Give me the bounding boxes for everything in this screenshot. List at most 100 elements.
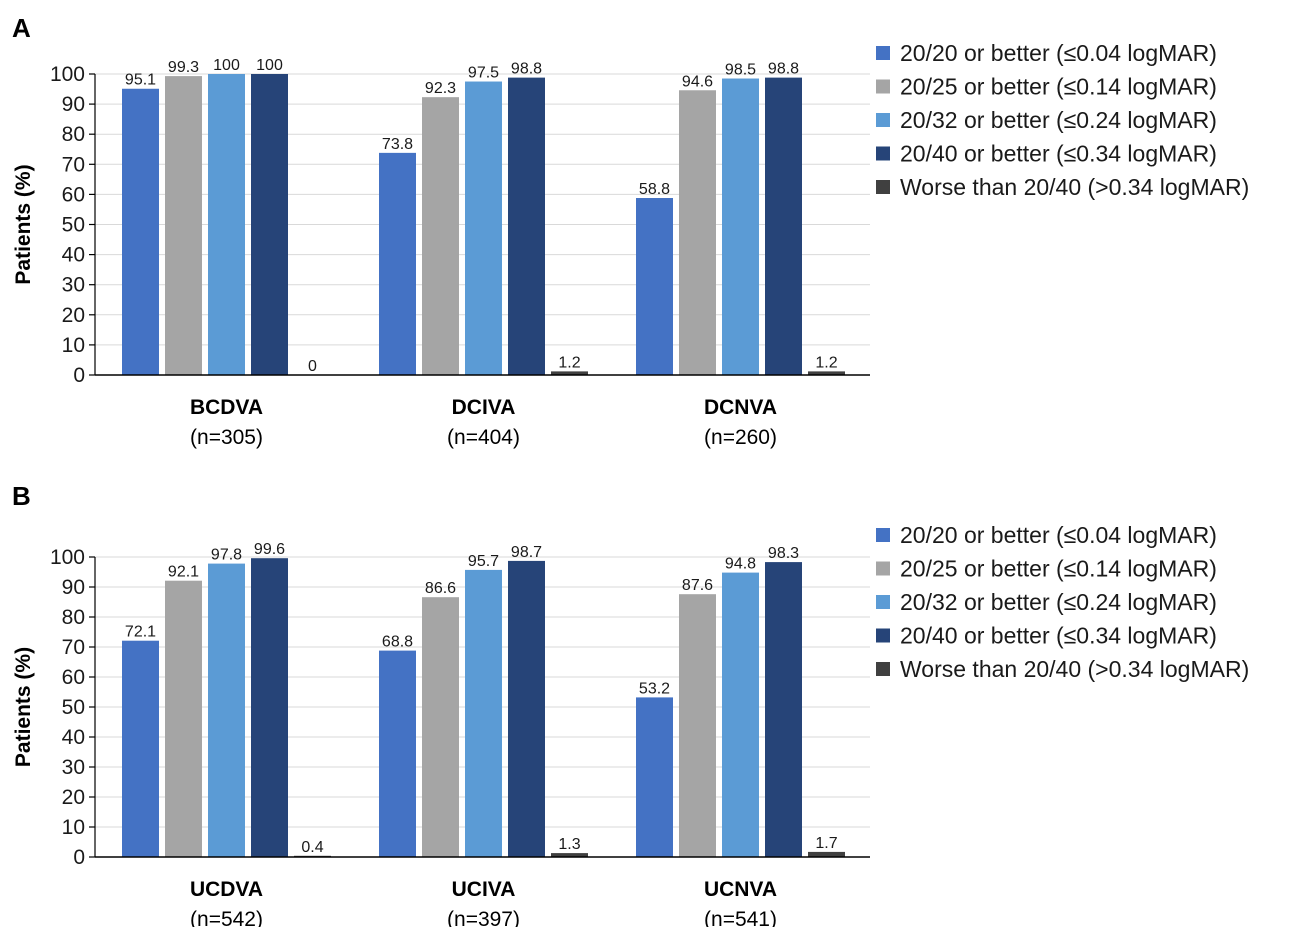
legend-swatch (876, 662, 890, 676)
legend-label: 20/25 or better (≤0.14 logMAR) (900, 556, 1217, 582)
y-tick-label: 50 (62, 696, 85, 719)
data-label: 86.6 (425, 580, 456, 597)
data-label: 58.8 (639, 181, 670, 198)
data-label: 68.8 (382, 634, 413, 651)
data-label: 95.1 (125, 72, 156, 89)
data-label: 1.2 (558, 354, 580, 371)
legend-label: Worse than 20/40 (>0.34 logMAR) (900, 656, 1249, 682)
y-tick-label: 20 (62, 304, 85, 327)
bar-ucnva-s1 (636, 697, 673, 857)
data-label: 1.3 (558, 836, 580, 853)
bar-ucnva-s5 (808, 851, 845, 857)
legend-label: Worse than 20/40 (>0.34 logMAR) (900, 174, 1249, 200)
bar-dciva-s4 (508, 77, 545, 375)
bar-dcnva-s3 (722, 78, 759, 375)
y-tick-label: 100 (50, 546, 85, 569)
legend-label: 20/25 or better (≤0.14 logMAR) (900, 74, 1217, 100)
bar-ucdva-s4 (251, 558, 288, 857)
legend: 20/20 or better (≤0.04 logMAR) 20/25 or b… (876, 522, 1249, 682)
y-tick-label: 80 (62, 606, 85, 629)
category-label: UCIVA (452, 878, 516, 901)
bar-dciva-s3 (465, 81, 502, 376)
bar-uciva-s5 (551, 853, 588, 857)
data-label: 100 (256, 57, 283, 74)
data-label: 1.2 (815, 354, 837, 371)
category-label: UCDVA (190, 878, 263, 901)
y-tick-label: 70 (62, 636, 85, 659)
category-n-label: (n=542) (190, 908, 263, 927)
bar-ucnva-s3 (722, 572, 759, 857)
legend-label: 20/32 or better (≤0.24 logMAR) (900, 107, 1217, 133)
category-label: UCNVA (704, 878, 777, 901)
data-label: 99.3 (168, 59, 199, 76)
bar-dcnva-s1 (636, 198, 673, 375)
legend-swatch (876, 79, 890, 94)
data-label: 97.5 (468, 65, 499, 82)
data-label: 94.8 (725, 556, 756, 573)
data-label: 98.8 (768, 61, 799, 78)
bar-dcnva-s2 (679, 90, 716, 375)
y-tick-label: 10 (62, 334, 85, 357)
bar-dcnva-s5 (808, 371, 845, 375)
legend: 20/20 or better (≤0.04 logMAR) 20/25 or b… (876, 40, 1249, 200)
y-tick-label: 60 (62, 183, 85, 206)
data-label: 99.6 (254, 541, 285, 558)
category-n-label: (n=397) (447, 908, 520, 927)
category-label: DCIVA (452, 396, 516, 419)
legend-swatch (876, 528, 890, 542)
data-label: 1.7 (815, 835, 837, 852)
data-label: 92.1 (168, 564, 199, 581)
y-tick-label: 50 (62, 214, 85, 237)
y-tick-label: 20 (62, 786, 85, 809)
y-tick-label: 30 (62, 756, 85, 779)
data-label: 98.5 (725, 62, 756, 79)
bar-dciva-s1 (379, 152, 416, 375)
data-label: 73.8 (382, 136, 413, 153)
data-label: 95.7 (468, 553, 499, 570)
data-label: 94.6 (682, 73, 713, 90)
category-n-label: (n=260) (704, 426, 777, 449)
y-tick-label: 0 (73, 846, 85, 869)
bar-ucnva-s4 (765, 562, 802, 857)
bar-uciva-s4 (508, 560, 545, 857)
legend-swatch (876, 595, 890, 609)
y-tick-label: 40 (62, 244, 85, 267)
data-label: 98.7 (511, 544, 542, 561)
legend-label: 20/40 or better (≤0.34 logMAR) (900, 623, 1217, 649)
bar-bcdva-s3 (208, 74, 245, 375)
bar-ucdva-s3 (208, 563, 245, 857)
category-n-label: (n=404) (447, 426, 520, 449)
bar-ucdva-s2 (165, 580, 202, 857)
legend-swatch (876, 113, 890, 127)
bar-bcdva-s1 (122, 88, 159, 376)
y-axis-label: Patients (%) (12, 647, 35, 767)
y-tick-label: 30 (62, 274, 85, 297)
y-tick-label: 0 (73, 364, 85, 387)
y-axis-label: Patients (%) (12, 164, 35, 284)
data-label: 98.3 (768, 545, 799, 562)
legend-label: 20/32 or better (≤0.24 logMAR) (900, 589, 1217, 615)
category-label: DCNVA (704, 396, 777, 419)
legend-swatch (876, 146, 890, 161)
data-label: 0 (308, 358, 317, 375)
y-tick-label: 10 (62, 816, 85, 839)
data-label: 100 (213, 57, 240, 74)
data-label: 0.4 (301, 839, 323, 856)
chart-panel-b: B 0 10 20 30 40 50 60 70 80 90 100 Patients (%) 72.1 9… (12, 481, 1249, 927)
y-tick-label: 80 (62, 123, 85, 146)
bar-uciva-s3 (465, 569, 502, 857)
bar-ucnva-s2 (679, 594, 716, 857)
legend-swatch (876, 180, 890, 194)
legend-label: 20/40 or better (≤0.34 logMAR) (900, 141, 1217, 167)
bar-dciva-s2 (422, 97, 459, 375)
panel-label: B (12, 481, 31, 511)
y-tick-label: 40 (62, 726, 85, 749)
bar-dcnva-s4 (765, 77, 802, 375)
bar-bcdva-s4 (251, 74, 288, 375)
data-label: 98.8 (511, 61, 542, 78)
y-tick-label: 100 (50, 63, 85, 86)
panel-label: A (12, 13, 31, 43)
y-tick-label: 60 (62, 666, 85, 689)
legend-label: 20/20 or better (≤0.04 logMAR) (900, 40, 1217, 66)
